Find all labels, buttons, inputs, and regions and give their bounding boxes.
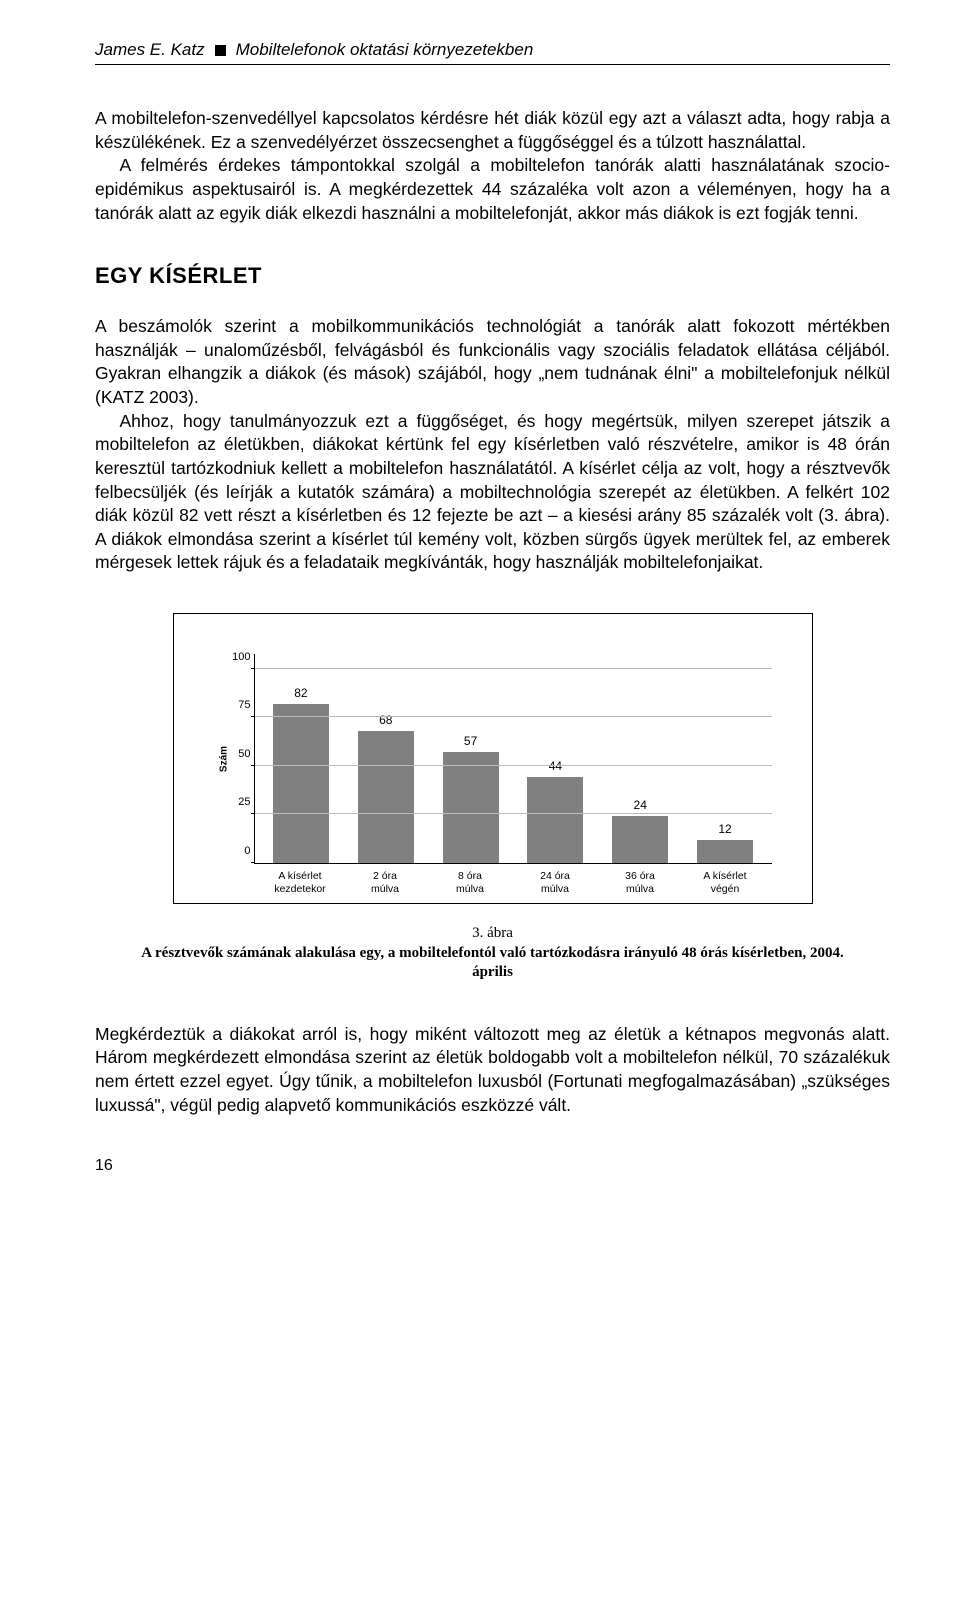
header-rule xyxy=(95,64,890,65)
bar-slot: 57 xyxy=(428,654,513,863)
bar-slot: 12 xyxy=(683,654,768,863)
y-tick-label: 25 xyxy=(225,796,251,808)
page-number: 16 xyxy=(95,1157,890,1175)
bar-slot: 68 xyxy=(343,654,428,863)
bar-slot: 82 xyxy=(259,654,344,863)
x-axis-labels: A kísérlet kezdetekor2 óra múlva8 óra mú… xyxy=(254,864,772,895)
closing-paragraph: Megkérdeztük a diákokat arról is, hogy m… xyxy=(95,1023,890,1118)
y-tick-label: 50 xyxy=(225,748,251,760)
bar-slot: 44 xyxy=(513,654,598,863)
gridline xyxy=(255,813,772,814)
bar xyxy=(273,704,329,863)
running-head: James E. Katz Mobiltelefonok oktatási kö… xyxy=(95,40,890,60)
paragraph: A beszámolók szerint a mobilkommunikáció… xyxy=(95,315,890,410)
y-tick-label: 75 xyxy=(225,699,251,711)
paragraph: Megkérdeztük a diákokat arról is, hogy m… xyxy=(95,1023,890,1118)
x-tick-label: 24 óra múlva xyxy=(513,870,598,895)
y-tick-mark xyxy=(251,668,255,669)
bar-slot: 24 xyxy=(598,654,683,863)
x-tick-label: 36 óra múlva xyxy=(598,870,683,895)
bars-container: 82 68 57 44 24 12 xyxy=(255,654,772,863)
running-head-title: Mobiltelefonok oktatási környezetekben xyxy=(236,40,534,60)
y-tick-mark xyxy=(251,716,255,717)
bar-chart-figure: Szám 826857442412 0255075100 A kísérlet … xyxy=(173,613,813,904)
paragraph: Ahhoz, hogy tanulmányozzuk ezt a függősé… xyxy=(95,410,890,575)
bar-value-label: 68 xyxy=(379,713,392,727)
bar xyxy=(527,777,583,863)
intro-paragraphs: A mobiltelefon-szenvedéllyel kapcsolatos… xyxy=(95,107,890,225)
paragraph: A felmérés érdekes támpontokkal szolgál … xyxy=(95,154,890,225)
bar-value-label: 12 xyxy=(718,822,731,836)
bar xyxy=(443,752,499,863)
x-tick-label: 8 óra múlva xyxy=(428,870,513,895)
bar xyxy=(697,840,753,863)
figure-title: A résztvevők számának alakulása egy, a m… xyxy=(141,945,843,981)
bar-value-label: 44 xyxy=(549,759,562,773)
y-tick-label: 0 xyxy=(225,845,251,857)
y-tick-mark xyxy=(251,862,255,863)
y-tick-mark xyxy=(251,813,255,814)
chart-plot-area: Szám 826857442412 0255075100 xyxy=(254,654,772,864)
page: James E. Katz Mobiltelefonok oktatási kö… xyxy=(0,0,960,1225)
x-tick-label: 2 óra múlva xyxy=(343,870,428,895)
bar xyxy=(358,731,414,863)
section-paragraphs: A beszámolók szerint a mobilkommunikáció… xyxy=(95,315,890,575)
gridline xyxy=(255,765,772,766)
running-head-author: James E. Katz xyxy=(95,40,205,60)
bar-value-label: 82 xyxy=(294,686,307,700)
bar-value-label: 24 xyxy=(634,798,647,812)
figure-caption: 3. ábra A résztvevők számának alakulása … xyxy=(133,924,853,983)
y-tick-label: 100 xyxy=(225,651,251,663)
section-heading: EGY KÍSÉRLET xyxy=(95,263,890,289)
bar xyxy=(612,816,668,863)
paragraph: A mobiltelefon-szenvedéllyel kapcsolatos… xyxy=(95,107,890,154)
x-tick-label: A kísérlet kezdetekor xyxy=(258,870,343,895)
gridline xyxy=(255,668,772,669)
x-tick-label: A kísérlet végén xyxy=(683,870,768,895)
figure-number: 3. ábra xyxy=(472,925,513,941)
gridline xyxy=(255,716,772,717)
square-separator-icon xyxy=(215,45,226,56)
y-tick-mark xyxy=(251,765,255,766)
chart-frame: Szám 826857442412 0255075100 A kísérlet … xyxy=(173,613,813,904)
bar-value-label: 57 xyxy=(464,734,477,748)
